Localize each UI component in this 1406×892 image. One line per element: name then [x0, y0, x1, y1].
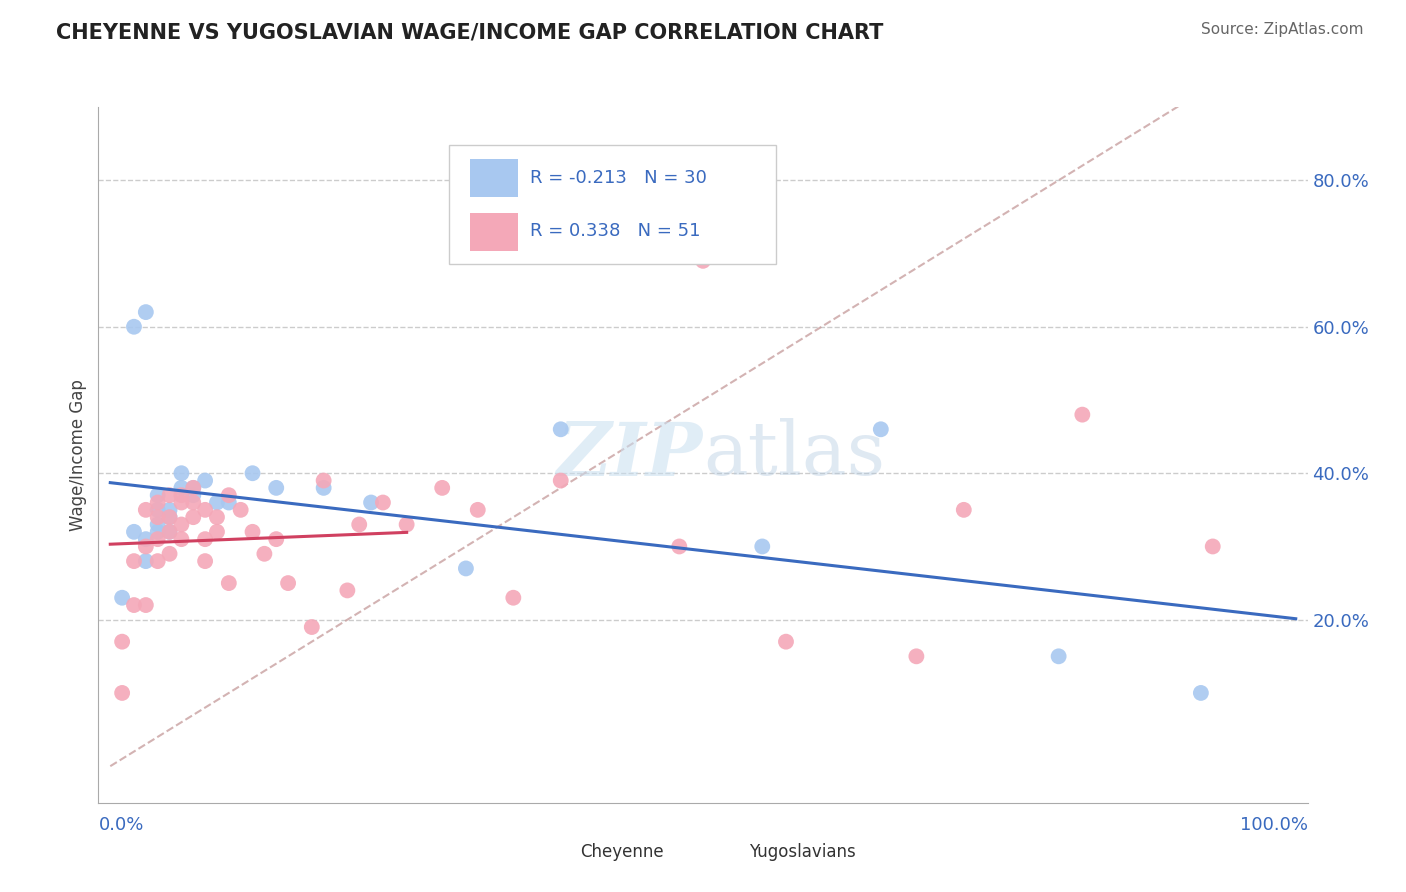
Point	[751, 540, 773, 554]
Y-axis label: Wage/Income Gap: Wage/Income Gap	[69, 379, 87, 531]
Point	[229, 503, 252, 517]
Point	[159, 524, 181, 539]
Point	[218, 576, 240, 591]
Point	[146, 517, 169, 532]
Point	[146, 503, 169, 517]
Text: 100.0%: 100.0%	[1240, 816, 1308, 834]
Point	[159, 547, 181, 561]
Text: atlas: atlas	[703, 418, 886, 491]
Point	[502, 591, 524, 605]
Point	[242, 467, 264, 481]
Bar	[534, 842, 569, 863]
Point	[146, 488, 169, 502]
Point	[264, 532, 287, 546]
Bar	[470, 159, 517, 197]
Point	[1047, 649, 1070, 664]
Text: CHEYENNE VS YUGOSLAVIAN WAGE/INCOME GAP CORRELATION CHART: CHEYENNE VS YUGOSLAVIAN WAGE/INCOME GAP …	[56, 22, 883, 42]
Point	[692, 253, 714, 268]
Point	[159, 510, 181, 524]
Bar	[470, 212, 517, 251]
Point	[146, 510, 169, 524]
Point	[135, 532, 157, 546]
Point	[360, 495, 382, 509]
Point	[111, 591, 134, 605]
Point	[135, 503, 157, 517]
Point	[122, 319, 145, 334]
Point	[159, 524, 181, 539]
Point	[181, 481, 204, 495]
Point	[194, 554, 217, 568]
Point	[135, 554, 157, 568]
Point	[205, 510, 228, 524]
Point	[170, 488, 193, 502]
Point	[550, 474, 572, 488]
Text: Cheyenne: Cheyenne	[579, 843, 664, 861]
Point	[135, 598, 157, 612]
Point	[205, 495, 228, 509]
Point	[181, 510, 204, 524]
Point	[301, 620, 323, 634]
Point	[146, 495, 169, 509]
Point	[159, 510, 181, 524]
Point	[467, 503, 489, 517]
Text: Yugoslavians: Yugoslavians	[749, 843, 856, 861]
Point	[122, 598, 145, 612]
Point	[371, 495, 394, 509]
Text: 0.0%: 0.0%	[98, 816, 143, 834]
Text: R = 0.338   N = 51: R = 0.338 N = 51	[530, 222, 700, 241]
Point	[170, 467, 193, 481]
Point	[135, 305, 157, 319]
Point	[432, 481, 454, 495]
Point	[194, 532, 217, 546]
Point	[111, 634, 134, 648]
Point	[146, 532, 169, 546]
Point	[253, 547, 276, 561]
Point	[242, 524, 264, 539]
Point	[1202, 540, 1225, 554]
Point	[218, 495, 240, 509]
Bar	[703, 842, 740, 863]
Point	[122, 554, 145, 568]
Point	[454, 561, 477, 575]
Text: Source: ZipAtlas.com: Source: ZipAtlas.com	[1201, 22, 1364, 37]
Point	[336, 583, 359, 598]
Point	[194, 474, 217, 488]
Point	[135, 540, 157, 554]
Point	[277, 576, 299, 591]
Point	[1189, 686, 1212, 700]
Point	[312, 481, 335, 495]
Point	[146, 524, 169, 539]
Point	[775, 634, 797, 648]
Point	[181, 481, 204, 495]
Point	[952, 503, 974, 517]
Point	[181, 495, 204, 509]
Point	[264, 481, 287, 495]
Point	[668, 540, 690, 554]
Point	[111, 686, 134, 700]
Point	[170, 495, 193, 509]
Point	[146, 554, 169, 568]
Point	[194, 503, 217, 517]
Point	[347, 517, 370, 532]
Point	[122, 524, 145, 539]
Point	[205, 524, 228, 539]
Point	[170, 481, 193, 495]
Point	[170, 532, 193, 546]
Point	[550, 422, 572, 436]
Point	[905, 649, 928, 664]
Point	[312, 474, 335, 488]
Point	[218, 488, 240, 502]
Point	[181, 488, 204, 502]
Text: ZIP: ZIP	[557, 418, 703, 491]
FancyBboxPatch shape	[449, 145, 776, 263]
Point	[159, 488, 181, 502]
Point	[395, 517, 418, 532]
Point	[869, 422, 891, 436]
Point	[1071, 408, 1094, 422]
Point	[159, 503, 181, 517]
Point	[170, 517, 193, 532]
Text: R = -0.213   N = 30: R = -0.213 N = 30	[530, 169, 707, 187]
